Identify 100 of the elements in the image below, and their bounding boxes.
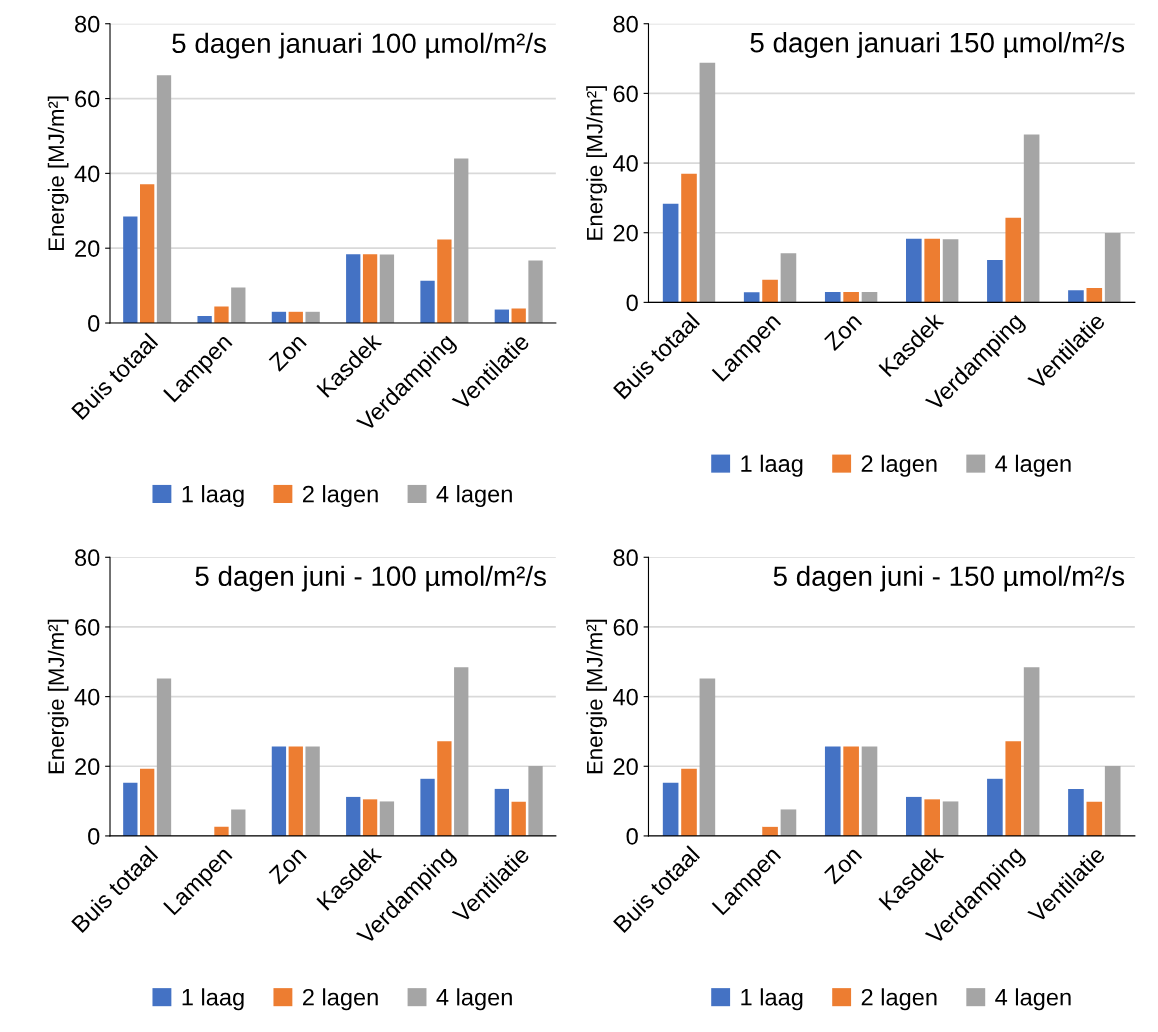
bar xyxy=(987,259,1003,303)
bar xyxy=(214,306,229,324)
bar xyxy=(271,746,287,836)
legend-label: 1 laag xyxy=(741,988,803,1011)
bar xyxy=(1068,788,1084,836)
y-tick-label: 40 xyxy=(74,165,100,183)
bar xyxy=(379,801,395,836)
bar xyxy=(437,239,452,324)
bar xyxy=(743,292,760,303)
bar xyxy=(843,746,859,836)
y-tick-label: 20 xyxy=(75,758,100,776)
bar xyxy=(346,254,361,324)
y-tick-label: 60 xyxy=(75,90,100,108)
x-tick-label: Zon xyxy=(268,333,307,372)
bar xyxy=(214,826,229,836)
bar xyxy=(1005,217,1022,303)
legend-label: 2 lagen xyxy=(861,988,937,1011)
bar xyxy=(924,238,940,303)
y-axis-title: Energie [MJ/m²] xyxy=(586,619,607,774)
y-tick-label: 80 xyxy=(613,15,638,33)
bar xyxy=(681,173,697,303)
legend-label: 1 laag xyxy=(182,988,244,1011)
chart-title: 5 dagen juni - 100 µmol/m²/s xyxy=(195,565,546,592)
bar xyxy=(1104,765,1121,836)
bar xyxy=(906,238,922,303)
legend-label: 4 lagen xyxy=(436,485,512,508)
bar xyxy=(662,782,679,836)
bar xyxy=(231,287,246,324)
bar xyxy=(681,768,697,836)
legend-label: 2 lagen xyxy=(861,454,937,477)
y-tick-label: 40 xyxy=(613,155,638,172)
bar xyxy=(1005,741,1022,836)
bar xyxy=(861,746,878,836)
bar xyxy=(1023,667,1040,836)
x-tick-label: Zon xyxy=(268,845,307,885)
y-tick-label: 80 xyxy=(75,15,100,33)
legend-label: 2 lagen xyxy=(302,988,378,1011)
bar xyxy=(140,768,155,836)
x-tick-label: Zon xyxy=(823,845,863,885)
y-tick-label: 0 xyxy=(88,315,100,332)
bar xyxy=(924,799,940,836)
bar xyxy=(362,799,378,836)
legend-label: 1 laag xyxy=(741,454,803,477)
bar xyxy=(780,809,797,836)
bar xyxy=(231,809,246,836)
bar xyxy=(1104,233,1121,303)
bar xyxy=(288,746,303,836)
bar xyxy=(420,280,435,324)
y-tick-label: 80 xyxy=(613,549,638,567)
bar xyxy=(1023,134,1040,303)
bar xyxy=(762,826,778,836)
y-tick-label: 20 xyxy=(613,758,638,776)
y-tick-label: 20 xyxy=(613,224,638,242)
legend-label: 4 lagen xyxy=(995,454,1071,477)
y-axis-title: Energie [MJ/m²] xyxy=(586,86,607,240)
y-axis-title: Energie [MJ/m²] xyxy=(47,619,69,774)
bar xyxy=(511,308,526,324)
bar xyxy=(942,801,959,836)
bar xyxy=(379,254,395,324)
bar xyxy=(699,678,716,836)
legend-label: 2 lagen xyxy=(302,485,378,508)
bar xyxy=(305,311,320,324)
chart-title: 5 dagen januari 100 µmol/m²/s xyxy=(172,32,546,59)
bar xyxy=(123,782,138,836)
bar xyxy=(346,796,361,836)
bar xyxy=(1086,801,1103,836)
bar xyxy=(699,62,716,303)
y-tick-label: 40 xyxy=(74,688,100,706)
bar xyxy=(942,239,959,303)
x-tick-label: Zon xyxy=(823,312,863,352)
bar xyxy=(123,216,138,324)
bar xyxy=(762,279,778,303)
bar xyxy=(824,291,841,303)
y-axis-title: Energie [MJ/m²] xyxy=(47,96,69,250)
bar xyxy=(987,778,1003,836)
bar xyxy=(906,796,922,836)
bar xyxy=(362,254,378,324)
bar xyxy=(528,765,543,836)
bar xyxy=(156,678,172,836)
bar xyxy=(824,746,841,836)
bar xyxy=(528,260,543,324)
bar xyxy=(1086,288,1103,303)
bar xyxy=(861,291,878,303)
legend-label: 4 lagen xyxy=(995,988,1071,1011)
bar xyxy=(843,291,859,303)
legend-label: 4 lagen xyxy=(436,988,512,1011)
bar xyxy=(305,746,320,836)
bar xyxy=(1068,290,1084,303)
y-tick-label: 0 xyxy=(626,827,638,845)
y-tick-label: 60 xyxy=(613,619,638,636)
y-tick-label: 80 xyxy=(75,549,100,567)
bar xyxy=(494,788,509,836)
bar xyxy=(156,75,172,324)
bar xyxy=(454,158,469,324)
y-tick-label: 40 xyxy=(613,688,638,706)
y-tick-label: 20 xyxy=(75,240,100,257)
bar xyxy=(454,667,469,836)
bar xyxy=(420,778,435,836)
bar xyxy=(511,801,526,836)
bar xyxy=(662,203,679,303)
